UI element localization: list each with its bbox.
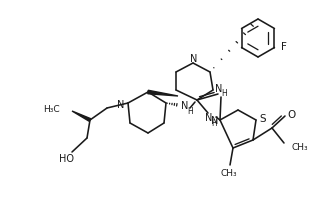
Text: CH₃: CH₃	[292, 142, 308, 152]
Polygon shape	[72, 111, 91, 121]
Text: H₃C: H₃C	[44, 104, 60, 114]
Text: O: O	[287, 110, 295, 120]
Text: N: N	[117, 100, 125, 110]
Polygon shape	[148, 90, 178, 96]
Text: H: H	[211, 119, 217, 127]
Text: N: N	[181, 101, 189, 111]
Text: CH₃: CH₃	[221, 168, 237, 178]
Text: H: H	[221, 88, 227, 98]
Text: H: H	[187, 106, 193, 116]
Text: N: N	[211, 116, 219, 126]
Text: N: N	[215, 84, 223, 94]
Text: HO: HO	[60, 154, 75, 164]
Text: N: N	[205, 113, 213, 123]
Text: S: S	[260, 114, 266, 124]
Text: F: F	[282, 42, 287, 53]
Text: N: N	[190, 54, 198, 64]
